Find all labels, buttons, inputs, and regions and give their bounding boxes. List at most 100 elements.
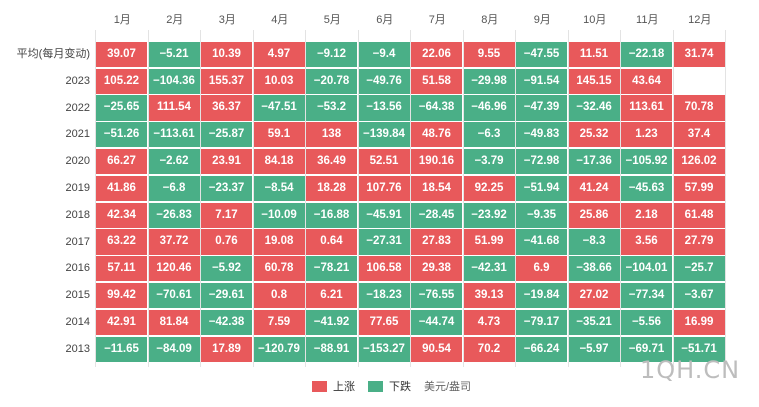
heatmap-cell[interactable]: −78.21 <box>306 256 357 282</box>
heatmap-cell[interactable]: −64.38 <box>411 95 462 121</box>
heatmap-cell[interactable]: −13.56 <box>358 95 410 121</box>
heatmap-cell[interactable]: −8.54 <box>253 175 305 201</box>
heatmap-cell[interactable]: −17.36 <box>568 149 620 175</box>
heatmap-cell[interactable]: 61.48 <box>673 202 725 228</box>
heatmap-cell[interactable]: −19.84 <box>516 283 567 309</box>
heatmap-cell[interactable]: 70.2 <box>463 336 515 362</box>
heatmap-cell[interactable]: −44.74 <box>411 309 462 335</box>
heatmap-cell[interactable]: −45.63 <box>621 175 672 201</box>
heatmap-cell[interactable]: 25.86 <box>568 202 620 228</box>
heatmap-cell[interactable]: −45.91 <box>358 202 410 228</box>
heatmap-cell[interactable]: 59.1 <box>253 122 305 148</box>
heatmap-cell[interactable]: −51.71 <box>673 336 725 362</box>
heatmap-cell[interactable]: 27.83 <box>411 229 462 255</box>
heatmap-cell[interactable]: 43.64 <box>621 68 672 94</box>
heatmap-cell[interactable]: −11.65 <box>96 336 147 362</box>
heatmap-cell[interactable]: 18.28 <box>306 175 357 201</box>
heatmap-cell[interactable]: 25.32 <box>568 122 620 148</box>
heatmap-cell[interactable]: −79.17 <box>516 309 567 335</box>
heatmap-cell[interactable]: −47.39 <box>516 95 567 121</box>
heatmap-cell[interactable]: −113.61 <box>148 122 200 148</box>
heatmap-cell[interactable]: −69.71 <box>621 336 672 362</box>
heatmap-cell[interactable]: 41.86 <box>96 175 147 201</box>
heatmap-cell[interactable]: 57.11 <box>96 256 147 282</box>
heatmap-cell[interactable]: 66.27 <box>96 149 147 175</box>
heatmap-cell[interactable]: −8.3 <box>568 229 620 255</box>
heatmap-cell[interactable]: −32.46 <box>568 95 620 121</box>
heatmap-cell[interactable]: −51.94 <box>516 175 567 201</box>
heatmap-cell[interactable]: 111.54 <box>148 95 200 121</box>
heatmap-cell[interactable]: −76.55 <box>411 283 462 309</box>
heatmap-cell[interactable]: −72.98 <box>516 149 567 175</box>
heatmap-cell[interactable]: 36.37 <box>201 95 252 121</box>
heatmap-cell[interactable]: −41.92 <box>306 309 357 335</box>
heatmap-cell[interactable]: 7.17 <box>201 202 252 228</box>
heatmap-cell[interactable]: −84.09 <box>148 336 200 362</box>
heatmap-cell[interactable]: −5.92 <box>201 256 252 282</box>
heatmap-cell[interactable]: 27.79 <box>673 229 725 255</box>
heatmap-cell[interactable]: 105.22 <box>96 68 147 94</box>
legend-item-down[interactable]: 下跌 <box>368 378 411 394</box>
heatmap-cell[interactable]: 37.4 <box>673 122 725 148</box>
heatmap-cell[interactable]: −105.92 <box>621 149 672 175</box>
heatmap-cell[interactable]: −26.83 <box>148 202 200 228</box>
heatmap-cell[interactable]: −91.54 <box>516 68 567 94</box>
heatmap-cell[interactable]: 3.56 <box>621 229 672 255</box>
heatmap-cell[interactable]: 113.61 <box>621 95 672 121</box>
legend-item-up[interactable]: 上涨 <box>312 378 355 394</box>
heatmap-cell[interactable]: 4.73 <box>463 309 515 335</box>
heatmap-cell[interactable]: −51.26 <box>96 122 147 148</box>
heatmap-cell[interactable]: −41.68 <box>516 229 567 255</box>
heatmap-cell[interactable]: −16.88 <box>306 202 357 228</box>
heatmap-cell[interactable]: −35.21 <box>568 309 620 335</box>
heatmap-cell[interactable]: −6.3 <box>463 122 515 148</box>
heatmap-cell[interactable]: −104.01 <box>621 256 672 282</box>
heatmap-cell[interactable]: 31.74 <box>673 41 725 67</box>
heatmap-cell[interactable]: −23.37 <box>201 175 252 201</box>
heatmap-cell[interactable]: −88.91 <box>306 336 357 362</box>
heatmap-cell[interactable]: 138 <box>306 122 357 148</box>
heatmap-cell[interactable]: 81.84 <box>148 309 200 335</box>
heatmap-cell[interactable]: 0.76 <box>201 229 252 255</box>
heatmap-cell[interactable]: 29.38 <box>411 256 462 282</box>
heatmap-cell[interactable]: −29.61 <box>201 283 252 309</box>
heatmap-cell[interactable]: −28.45 <box>411 202 462 228</box>
heatmap-cell[interactable]: 99.42 <box>96 283 147 309</box>
heatmap-cell[interactable]: −53.2 <box>306 95 357 121</box>
heatmap-cell[interactable]: 18.54 <box>411 175 462 201</box>
heatmap-cell[interactable]: −49.76 <box>358 68 410 94</box>
heatmap-cell[interactable]: 1.23 <box>621 122 672 148</box>
heatmap-cell[interactable]: −25.7 <box>673 256 725 282</box>
heatmap-cell[interactable]: 0.64 <box>306 229 357 255</box>
heatmap-cell[interactable]: 4.97 <box>253 41 305 67</box>
heatmap-cell[interactable]: 0.8 <box>253 283 305 309</box>
heatmap-cell[interactable]: 2.18 <box>621 202 672 228</box>
heatmap-cell[interactable]: 70.78 <box>673 95 725 121</box>
heatmap-cell[interactable]: −5.21 <box>148 41 200 67</box>
heatmap-cell[interactable]: 60.78 <box>253 256 305 282</box>
heatmap-cell[interactable]: −20.78 <box>306 68 357 94</box>
heatmap-cell[interactable]: −77.34 <box>621 283 672 309</box>
heatmap-cell[interactable]: −6.8 <box>148 175 200 201</box>
heatmap-cell[interactable]: −42.31 <box>463 256 515 282</box>
heatmap-cell[interactable]: 7.59 <box>253 309 305 335</box>
heatmap-cell[interactable]: 57.99 <box>673 175 725 201</box>
heatmap-cell[interactable]: 52.51 <box>358 149 410 175</box>
heatmap-cell[interactable]: 39.13 <box>463 283 515 309</box>
heatmap-cell[interactable]: 39.07 <box>96 41 147 67</box>
heatmap-cell[interactable]: 6.9 <box>516 256 567 282</box>
heatmap-cell[interactable]: 36.49 <box>306 149 357 175</box>
heatmap-cell[interactable]: −23.92 <box>463 202 515 228</box>
heatmap-cell[interactable]: 42.91 <box>96 309 147 335</box>
heatmap-cell[interactable]: −104.36 <box>148 68 200 94</box>
heatmap-cell[interactable]: −25.87 <box>201 122 252 148</box>
heatmap-cell[interactable]: 90.54 <box>411 336 462 362</box>
heatmap-cell[interactable]: 77.65 <box>358 309 410 335</box>
heatmap-cell[interactable]: 155.37 <box>201 68 252 94</box>
heatmap-cell[interactable]: −9.35 <box>516 202 567 228</box>
heatmap-cell[interactable]: 126.02 <box>673 149 725 175</box>
heatmap-cell[interactable]: −153.27 <box>358 336 410 362</box>
heatmap-cell[interactable]: −3.79 <box>463 149 515 175</box>
heatmap-cell[interactable]: 51.58 <box>411 68 462 94</box>
heatmap-cell[interactable]: −49.83 <box>516 122 567 148</box>
